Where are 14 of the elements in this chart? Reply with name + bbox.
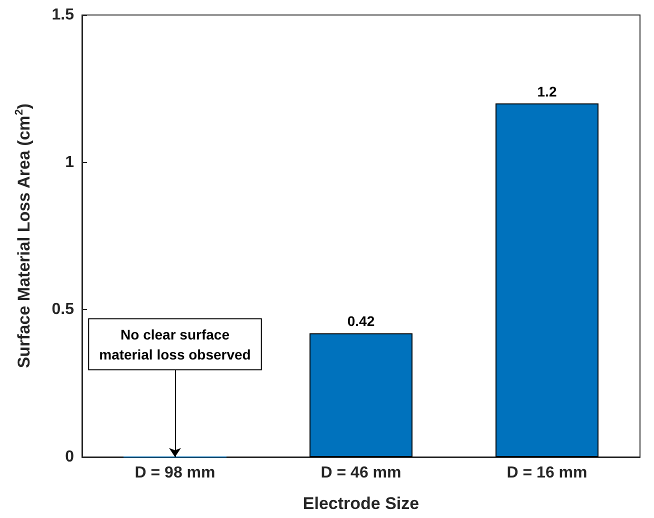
y-tick-label: 1 xyxy=(65,154,74,171)
y-axis-title: Surface Material Loss Area (cm2) xyxy=(14,104,34,368)
annotation: No clear surface material loss observed xyxy=(99,326,251,362)
x-tick-label: D = 16 mm xyxy=(506,464,588,482)
y-tick-label: 0.5 xyxy=(52,301,74,318)
data-label: 0.42 xyxy=(347,313,375,330)
x-tick-label: D = 46 mm xyxy=(320,464,402,482)
y-tick-label: 0 xyxy=(65,448,74,466)
bar xyxy=(310,333,412,457)
x-tick-label: D = 98 mm xyxy=(134,464,216,482)
bar xyxy=(496,103,598,457)
data-label: 1.2 xyxy=(537,83,557,100)
y-tick-label: 1.5 xyxy=(52,6,74,24)
x-axis-title: Electrode Size xyxy=(302,494,420,513)
